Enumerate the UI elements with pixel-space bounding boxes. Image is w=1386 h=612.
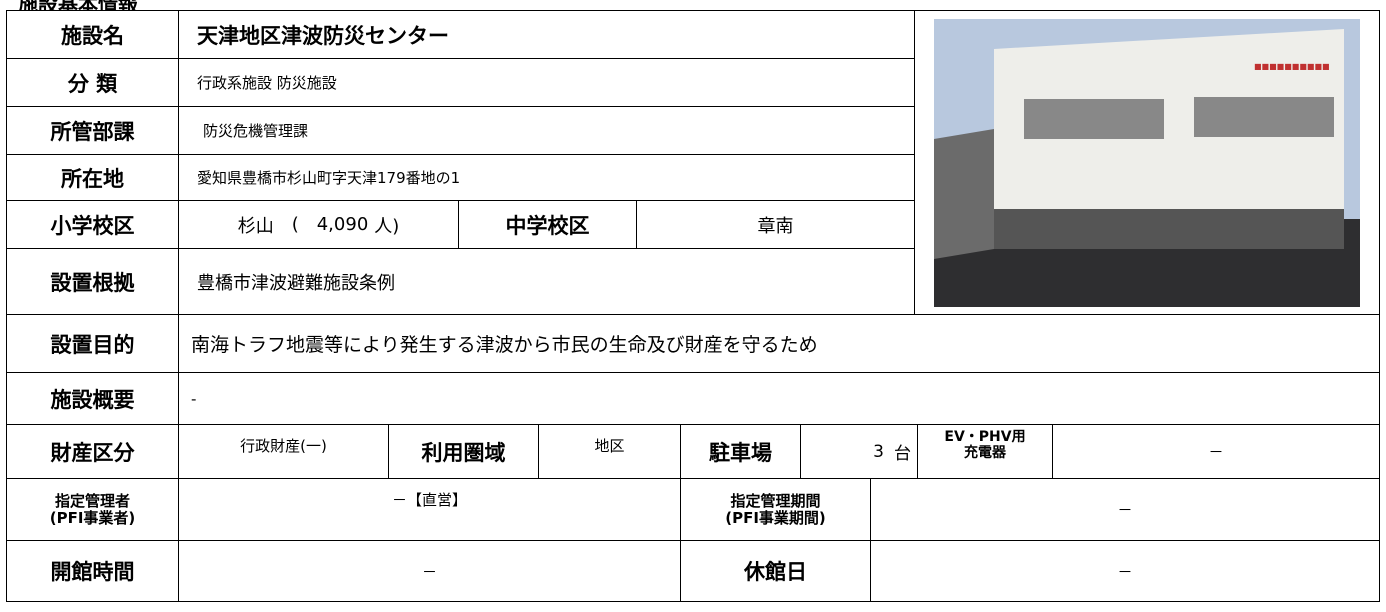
value: －【直営】 <box>178 478 681 541</box>
label: 休館日 <box>680 540 871 602</box>
label: 指定管理期間 <box>730 491 821 510</box>
label: 小学校区 <box>6 200 179 249</box>
unit: 台 <box>894 444 911 464</box>
value: 人) <box>374 215 400 237</box>
label: 駐車場 <box>680 424 801 479</box>
value: 杉山 ( 4,090 人) <box>178 200 459 249</box>
value: － <box>178 540 681 602</box>
label: 指定管理者 <box>54 491 130 510</box>
label: 中学校区 <box>458 200 637 249</box>
value: 地区 <box>538 424 681 479</box>
value: 天津地区津波防災センター <box>178 10 915 59</box>
value: － <box>870 478 1380 541</box>
label: EV・PHV用 充電器 <box>917 424 1053 479</box>
label: 設置目的 <box>6 314 179 373</box>
value: 行政系施設 防災施設 <box>178 58 915 107</box>
label: EV・PHV用 <box>944 429 1026 445</box>
value: 章南 <box>636 200 915 249</box>
label: 設置根拠 <box>6 248 179 315</box>
photo: ■■■■■■■■■■ <box>934 18 1360 307</box>
value: ( <box>291 214 299 235</box>
value: － <box>870 540 1380 602</box>
pilotis <box>994 208 1344 249</box>
sign: ■■■■■■■■■■ <box>1254 62 1330 71</box>
value: - <box>178 372 1380 425</box>
value: 4,090 <box>316 214 369 235</box>
label: 指定管理期間 (PFI事業期間) <box>680 478 871 541</box>
photo-cell: ■■■■■■■■■■ <box>914 10 1380 315</box>
value: 3 <box>873 441 884 462</box>
label: (PFI事業者) <box>49 508 136 527</box>
value: 豊橋市津波避難施設条例 <box>178 248 915 315</box>
value: － <box>1052 424 1380 479</box>
value: 行政財産(一) <box>178 424 389 479</box>
stairs <box>934 128 994 259</box>
label: 充電器 <box>964 445 1006 461</box>
window <box>1024 98 1164 139</box>
value: 防災危機管理課 <box>178 106 915 155</box>
value: 愛知県豊橋市杉山町字天津179番地の1 <box>178 154 915 201</box>
label: 利用圏域 <box>388 424 539 479</box>
label: 財産区分 <box>6 424 179 479</box>
label: 施設名 <box>6 10 179 59</box>
label: 分 類 <box>6 58 179 107</box>
value: 杉山 <box>237 215 274 237</box>
building <box>994 28 1344 219</box>
label: (PFI事業期間) <box>725 508 826 527</box>
label: 所管部課 <box>6 106 179 155</box>
value: 3 台 <box>800 424 918 479</box>
label: 指定管理者 (PFI事業者) <box>6 478 179 541</box>
label: 開館時間 <box>6 540 179 602</box>
label: 施設概要 <box>6 372 179 425</box>
value: 南海トラフ地震等により発生する津波から市民の生命及び財産を守るため <box>178 314 1380 373</box>
window <box>1194 96 1334 137</box>
label: 所在地 <box>6 154 179 201</box>
